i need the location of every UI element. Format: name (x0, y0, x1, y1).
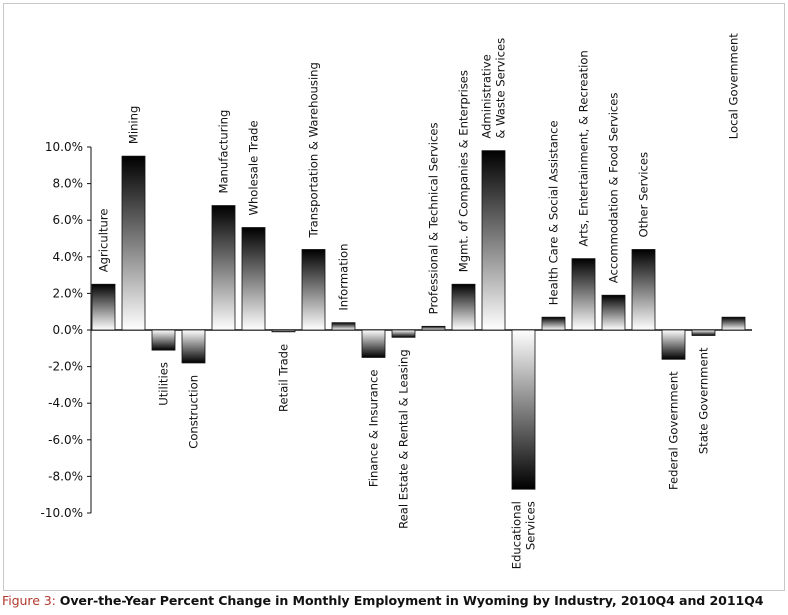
category-label: Retail Trade (277, 344, 291, 412)
y-tick-label: -8.0% (48, 469, 83, 483)
bar (301, 249, 326, 331)
category-label: Mining (127, 106, 141, 145)
y-tick-label: -2.0% (48, 360, 83, 374)
bar (631, 249, 656, 331)
category-label: EducationalServices (510, 501, 538, 569)
category-label: Accommodation & Food Services (607, 93, 621, 284)
bar (661, 329, 686, 360)
category-label: Manufacturing (217, 110, 231, 194)
bar (721, 316, 746, 331)
category-label: Transportation & Warehousing (307, 62, 321, 238)
y-tick-label: 8.0% (53, 177, 84, 191)
bar (391, 329, 416, 338)
bar-chart: 10.0% 8.0% 6.0% 4.0% 2.0% 0.0% -2.0% -4.0% -6.0%… (41, 33, 752, 569)
category-label: Administrative& Waste Services (480, 38, 508, 139)
bar (451, 283, 476, 331)
category-label: Construction (187, 375, 201, 449)
figure-caption: Figure 3: Over-the-Year Percent Change i… (2, 593, 786, 608)
bar (121, 155, 146, 331)
bar (91, 283, 116, 331)
bar (361, 329, 386, 358)
y-tick-label: 0.0% (53, 323, 84, 337)
bar (421, 325, 446, 331)
category-label: Mgmt. of Companies & Enterprises (457, 70, 471, 272)
bar (511, 329, 536, 490)
bar (271, 329, 296, 333)
y-tick-label: 10.0% (45, 140, 83, 154)
bar (571, 258, 596, 331)
y-tick-label: 2.0% (53, 286, 84, 300)
bar (601, 294, 626, 331)
category-label: Other Services (637, 152, 651, 238)
bar (181, 329, 206, 364)
y-tick-label: -6.0% (48, 433, 83, 447)
bar (481, 150, 506, 331)
y-tick-label: -10.0% (41, 506, 83, 520)
category-label: Arts, Entertainment, & Recreation (577, 50, 591, 246)
category-label: Health Care & Social Assistance (547, 120, 561, 305)
bar (151, 329, 176, 351)
category-label: Local Government (727, 33, 741, 139)
figure-caption-label: Figure 3: (2, 593, 56, 608)
bar (331, 322, 356, 331)
category-label: Information (337, 244, 351, 311)
y-tick-label: 4.0% (53, 250, 84, 264)
y-tick-label: 6.0% (53, 213, 84, 227)
category-label: Utilities (157, 362, 171, 406)
category-label: Wholesale Trade (247, 120, 261, 215)
figure-caption-text: Over-the-Year Percent Change in Monthly … (59, 593, 764, 608)
y-tick-label: -4.0% (48, 396, 83, 410)
category-label: State Government (697, 347, 711, 454)
bar (541, 316, 566, 331)
category-label: Agriculture (97, 208, 111, 272)
category-label: Federal Government (667, 371, 681, 490)
category-label: Finance & Insurance (367, 369, 381, 487)
bar (241, 227, 266, 331)
category-label: Real Estate & Rental & Leasing (397, 349, 411, 529)
chart-frame: 10.0% 8.0% 6.0% 4.0% 2.0% 0.0% -2.0% -4.0% -6.0%… (3, 3, 785, 591)
bar (691, 329, 716, 336)
category-label: Professional & Technical Services (427, 122, 441, 314)
bar (211, 205, 236, 331)
